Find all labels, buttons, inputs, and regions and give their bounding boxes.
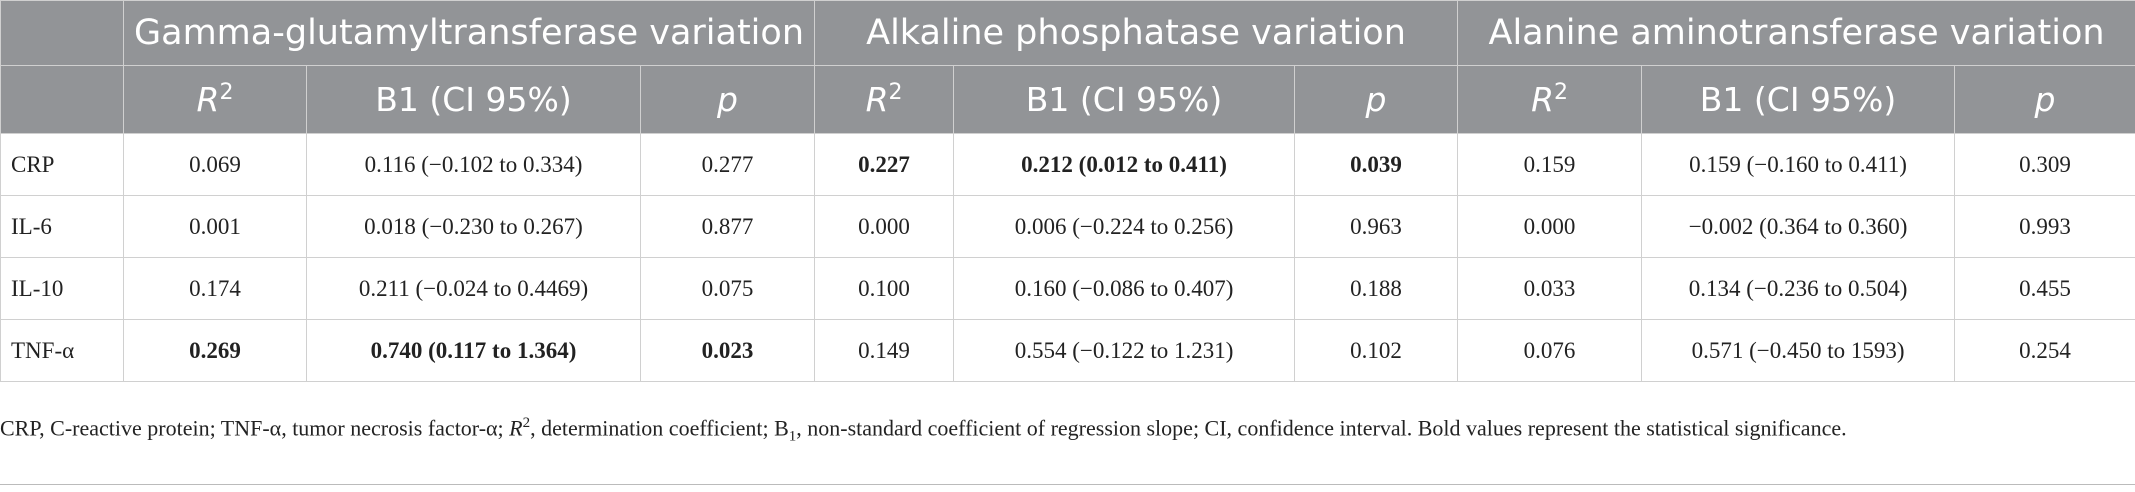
table-cell: 0.100 (814, 257, 955, 320)
table-cell: 0.309 (1954, 133, 2135, 196)
table-cell: 0.188 (1294, 257, 1459, 320)
table-cell: 0.000 (814, 195, 955, 258)
table-cell: 0.116 (−0.102 to 0.334) (306, 133, 641, 196)
table-cell: 0.069 (123, 133, 307, 196)
group-header: Alanine aminotransferase variation (1457, 0, 2135, 66)
table-cell: 0.211 (−0.024 to 0.4469) (306, 257, 641, 320)
footnote-text: 2 (522, 415, 531, 431)
group-header: Alkaline phosphatase variation (814, 0, 1459, 66)
group-header-row: Gamma-glutamyltransferase variation Alkal… (0, 0, 2135, 66)
table-cell: 0.254 (1954, 319, 2135, 382)
header-text: R (865, 80, 889, 119)
table-cell: 0.277 (639, 133, 816, 196)
footnote-text: 1 (788, 428, 797, 445)
table-cell: 0.102 (1294, 319, 1459, 382)
header-text: B1 (CI 95%) (1699, 80, 1897, 119)
column-header: B1 (CI 95%) (1641, 65, 1956, 134)
table-cell: 0.740 (0.117 to 1.364) (306, 319, 641, 382)
corner-cell (0, 0, 124, 66)
header-text: R (1531, 80, 1554, 119)
table-cell: 0.227 (814, 133, 955, 196)
header-text: B1 (CI 95%) (375, 80, 572, 119)
row-label: IL-6 (0, 195, 124, 258)
column-header: p (1294, 65, 1459, 134)
table-cell: 0.000 (1457, 195, 1643, 258)
table-cell: 0.159 (1457, 133, 1643, 196)
table-cell: 0.134 (−0.236 to 0.504) (1641, 257, 1956, 320)
table-row: IL-6 0.001 0.018 (−0.230 to 0.267) 0.877 0.0… (0, 195, 2135, 258)
table-cell: 0.993 (1954, 195, 2135, 258)
table-cell: 0.039 (1294, 133, 1459, 196)
table-cell: 0.877 (639, 195, 816, 258)
table-cell: 0.159 (−0.160 to 0.411) (1641, 133, 1956, 196)
corner-cell (0, 65, 124, 134)
table-body: CRP 0.069 0.116 (−0.102 to 0.334) 0.277 0.22… (0, 133, 2135, 382)
table-cell: −0.002 (0.364 to 0.360) (1641, 195, 1956, 258)
header-superscript: 2 (219, 80, 234, 105)
footnote-text: CRP, C-reactive protein; TNF-α, tumor ne… (0, 415, 510, 441)
footnote-text: , determination coefficient; B (530, 415, 789, 441)
table-cell: 0.269 (123, 319, 307, 382)
bottom-rule (0, 484, 2135, 485)
row-label: TNF-α (0, 319, 124, 382)
header-text: B1 (CI 95%) (1025, 80, 1223, 119)
group-header: Gamma-glutamyltransferase variation (122, 0, 816, 66)
header-superscript: 2 (1554, 80, 1568, 105)
column-header: R2 (814, 65, 955, 134)
table-cell: 0.160 (−0.086 to 0.407) (953, 257, 1296, 320)
table-cell: 0.075 (639, 257, 816, 320)
table-cell: 0.149 (814, 319, 955, 382)
footnote-text: , non-standard coefficient of regression… (796, 415, 1847, 441)
table-row: IL-10 0.174 0.211 (−0.024 to 0.4469) 0.075 0… (0, 257, 2135, 320)
column-header: R2 (123, 65, 307, 134)
table-cell: 0.963 (1294, 195, 1459, 258)
header-superscript: 2 (888, 80, 903, 105)
header-text: p (717, 80, 738, 119)
table-cell: 0.212 (0.012 to 0.411) (953, 133, 1296, 196)
column-header: p (639, 65, 816, 134)
column-header: R2 (1457, 65, 1643, 134)
table-cell: 0.018 (−0.230 to 0.267) (306, 195, 641, 258)
table-cell: 0.076 (1457, 319, 1643, 382)
column-header: p (1954, 65, 2135, 134)
table-cell: 0.033 (1457, 257, 1643, 320)
row-label: CRP (0, 133, 124, 196)
data-table: Gamma-glutamyltransferase variation Alkal… (0, 0, 2135, 382)
column-header: B1 (CI 95%) (306, 65, 641, 134)
header-text: p (2034, 80, 2056, 119)
table-row: CRP 0.069 0.116 (−0.102 to 0.334) 0.277 0.22… (0, 133, 2135, 196)
row-label: IL-10 (0, 257, 124, 320)
sub-header-row: R2 B1 (CI 95%) p R2 B1 (CI 95%) p R2 B1 (CI 95%… (0, 65, 2135, 134)
table-cell: 0.006 (−0.224 to 0.256) (953, 195, 1296, 258)
table-cell: 0.455 (1954, 257, 2135, 320)
footnote-text: R (509, 415, 523, 441)
table-row: TNF-α 0.269 0.740 (0.117 to 1.364) 0.023 0.1… (0, 319, 2135, 382)
table-cell: 0.571 (−0.450 to 1593) (1641, 319, 1956, 382)
footnote: CRP, C-reactive protein; TNF-α, tumor ne… (0, 404, 2135, 456)
table-cell: 0.554 (−0.122 to 1.231) (953, 319, 1296, 382)
table-cell: 0.001 (123, 195, 307, 258)
column-header: B1 (CI 95%) (953, 65, 1296, 134)
table-cell: 0.174 (123, 257, 307, 320)
header-text: p (1365, 80, 1387, 119)
table-cell: 0.023 (639, 319, 816, 382)
header-text: R (196, 80, 220, 119)
